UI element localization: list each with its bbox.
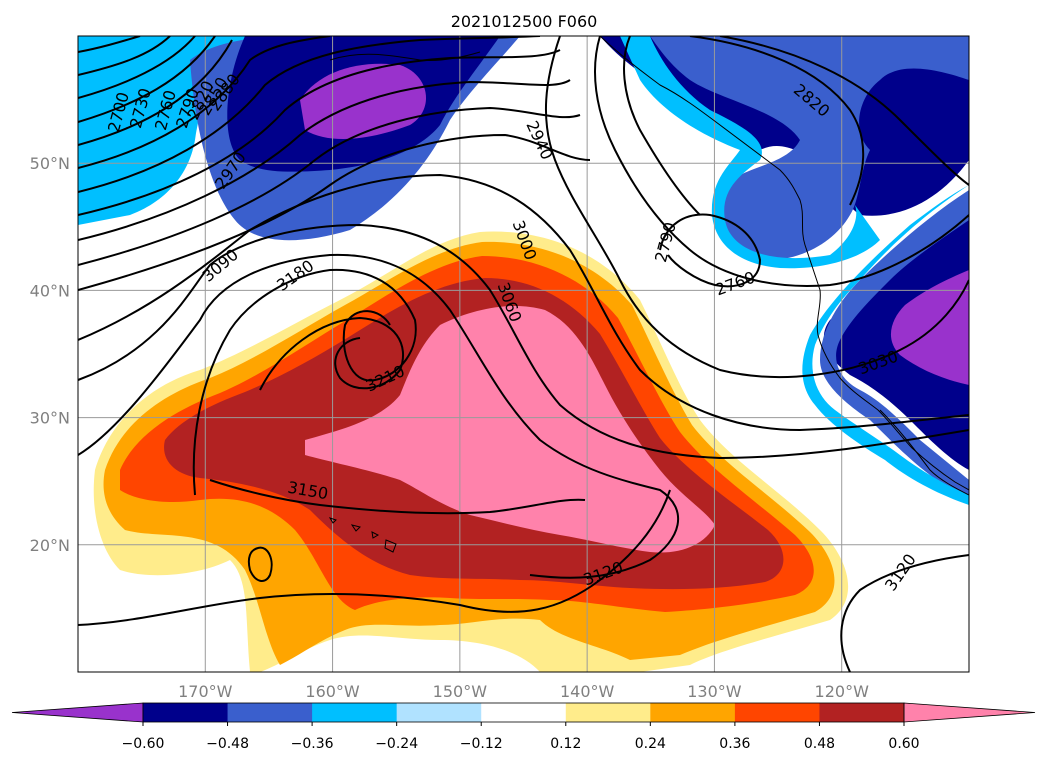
shade-blue-se	[820, 190, 969, 500]
colorbar-tick-label: −0.36	[291, 736, 334, 752]
coastline-north-america	[599, 36, 969, 491]
contour-line	[78, 223, 969, 460]
chart-title: 2021012500 F060	[451, 12, 598, 31]
colorbar-tick-label: −0.48	[206, 736, 249, 752]
contour-line	[78, 79, 571, 241]
y-tick-labels: 50°N 40°N 30°N 20°N	[30, 154, 70, 555]
contour-line	[78, 36, 196, 99]
colorbar-segment	[396, 703, 482, 722]
contour-line	[192, 268, 417, 496]
colorbar-segment	[819, 703, 905, 722]
contour-line	[78, 36, 541, 193]
colorbar-tick-label: 0.24	[635, 736, 666, 752]
x-tick-label: 160°W	[305, 682, 360, 701]
contour-line	[594, 36, 969, 287]
colorbar-segment	[650, 703, 736, 722]
colorbar-tick-label: 0.48	[804, 736, 835, 752]
contour-line	[544, 36, 969, 378]
contour-line	[78, 173, 969, 432]
colorbar-segment	[143, 703, 229, 722]
shade-pink	[305, 305, 715, 553]
colorbar: −0.60 −0.48 −0.36 −0.24 −0.12 0.12 0.24 0.36 0.4…	[11, 702, 1036, 752]
colorbar-extend-low	[11, 702, 144, 723]
shade-cyan-se	[802, 185, 969, 505]
contour-line	[623, 36, 701, 216]
contour-line	[259, 316, 405, 391]
contour-line	[78, 36, 331, 169]
colorbar-tick-label: −0.60	[122, 736, 165, 752]
colorbar-segment	[481, 703, 567, 722]
contour-line	[78, 36, 141, 53]
x-tick-label: 120°W	[815, 682, 870, 701]
colorbar-tick-label: −0.24	[375, 736, 418, 752]
coastline-hawaii	[328, 517, 397, 553]
y-tick-label: 30°N	[30, 409, 70, 428]
colorbar-segment	[227, 703, 313, 722]
colorbar-tick-label: 0.36	[719, 736, 750, 752]
x-tick-label: 150°W	[433, 682, 488, 701]
colorbar-tick-label: −0.12	[460, 736, 503, 752]
x-tick-label: 140°W	[560, 682, 615, 701]
x-tick-labels: 170°W 160°W 150°W 140°W 130°W 120°W	[178, 682, 869, 701]
contour-line	[247, 546, 273, 582]
colorbar-segment	[565, 703, 651, 722]
contour-line	[78, 106, 581, 266]
y-tick-label: 40°N	[30, 281, 70, 300]
contour-line	[840, 554, 969, 672]
contour-line	[209, 479, 586, 515]
contour-line	[78, 39, 233, 146]
contour-line	[78, 253, 679, 579]
x-tick-label: 130°W	[687, 682, 742, 701]
contour-line	[689, 36, 865, 206]
contour-line	[78, 133, 591, 291]
height-contours	[78, 36, 969, 672]
contour-line	[78, 489, 671, 626]
contour-line	[78, 36, 216, 123]
colorbar-extend-high	[903, 702, 1036, 723]
y-tick-label: 20°N	[30, 536, 70, 555]
colorbar-segment	[312, 703, 398, 722]
contour-line	[719, 36, 969, 186]
map-frame	[77, 35, 970, 673]
coastline-baja	[879, 409, 969, 496]
contour-line	[78, 49, 561, 216]
contour-line	[659, 213, 762, 288]
shade-cyan-ne	[620, 36, 880, 269]
y-tick-label: 50°N	[30, 154, 70, 173]
shade-purple-se	[890, 270, 969, 385]
contour-line	[78, 36, 171, 76]
colorbar-frame	[142, 702, 905, 723]
colorbar-tick-label: 0.12	[550, 736, 581, 752]
x-tick-label: 170°W	[178, 682, 233, 701]
shade-blue-ne	[650, 36, 969, 261]
colorbar-tick-label: 0.60	[888, 736, 919, 752]
gridlines	[78, 36, 969, 672]
colorbar-segment	[734, 703, 820, 722]
